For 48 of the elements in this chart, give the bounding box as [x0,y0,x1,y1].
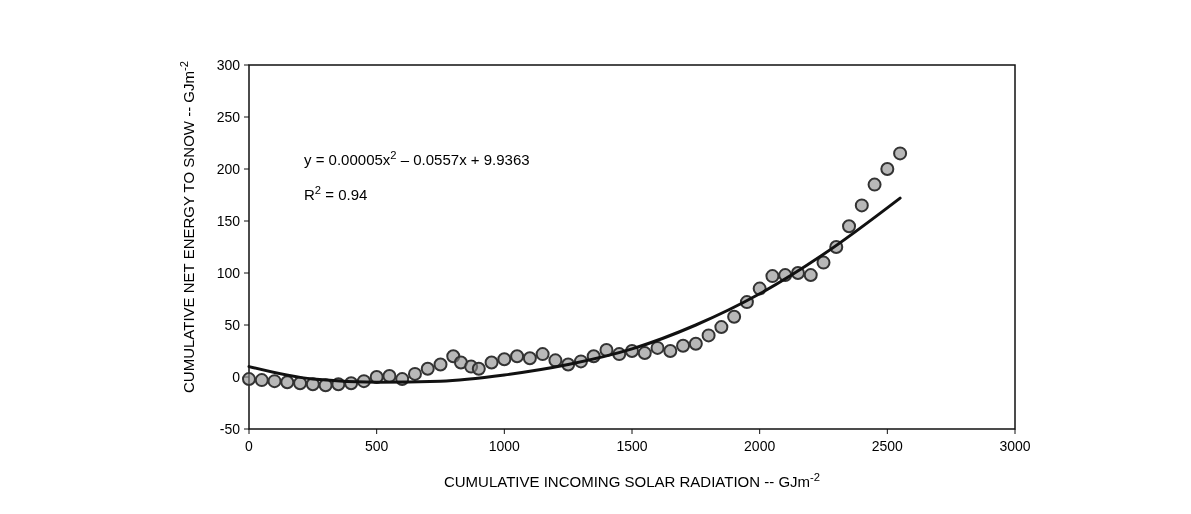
point [484,355,499,370]
point [637,346,652,361]
x-tick-label: 2000 [744,438,776,454]
x-tick-label: 1500 [616,438,648,454]
point [471,361,486,376]
y-tick-label: 300 [216,56,241,73]
point [535,347,550,362]
point [420,361,435,376]
point [497,352,512,367]
x-tick-label: 1000 [488,438,521,454]
point [522,351,537,366]
point [803,268,818,283]
annotation: R$^{2}$ = 0.94 [304,184,368,203]
point [676,338,691,353]
point [407,366,422,381]
point [727,309,742,324]
x-tick-label: 3000 [999,438,1031,454]
point [880,162,895,176]
point [382,368,397,383]
point [701,328,716,343]
y-tick-label: 100 [216,264,241,281]
point [242,372,256,387]
point [433,357,448,372]
x-axis-title: CUMULATIVE INCOMING SOLAR RADIATION -- GJm$^{-2}$ [443,471,821,490]
y-tick-label: -50 [219,420,241,437]
point [650,340,665,355]
point [714,320,729,335]
y-tick-label: 50 [224,316,241,333]
y-tick-label: 150 [216,212,241,229]
point [663,344,678,358]
point [854,198,869,213]
x-tick-label: 2500 [871,438,904,454]
point [893,146,908,161]
point [688,336,703,351]
y-tick-label: 250 [216,108,241,125]
point [510,349,525,364]
x-tick-label: 500 [364,438,389,454]
y-tick-label: 0 [232,368,241,385]
point [280,375,295,390]
point [267,374,282,389]
point [816,255,831,270]
point [842,219,857,234]
annotation: y = 0.00005x$^{2}$ – 0.0557x + 9.9363 [304,149,530,168]
point [867,177,882,192]
point [765,269,780,284]
point [254,373,269,388]
y-tick-label: 200 [216,160,241,177]
x-tick-label: 0 [245,438,254,454]
